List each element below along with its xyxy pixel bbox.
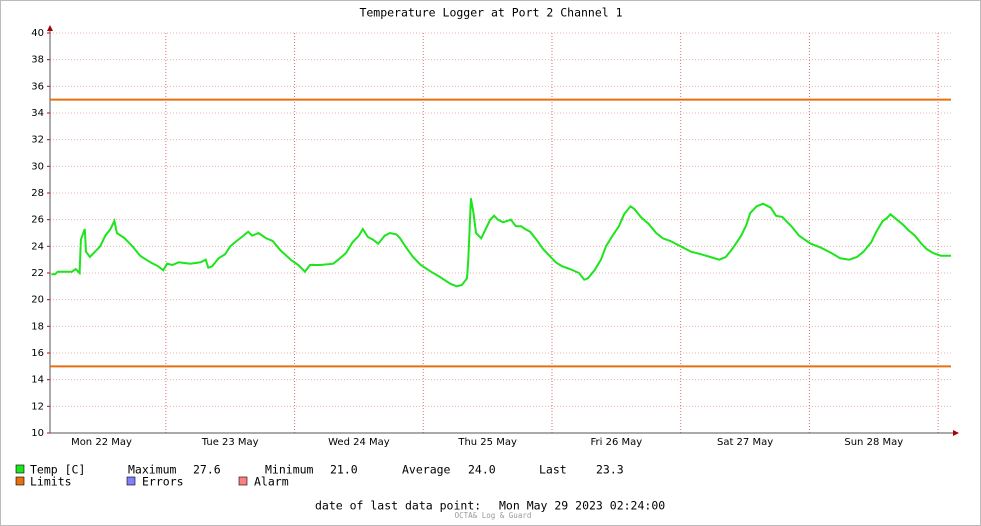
y-tick-label: 24 bbox=[31, 241, 44, 252]
legend-swatch bbox=[126, 476, 136, 486]
stat-name: Maximum bbox=[128, 463, 177, 477]
y-tick-label: 16 bbox=[31, 348, 44, 359]
y-tick-label: 38 bbox=[31, 55, 44, 66]
y-tick-label: 30 bbox=[31, 161, 44, 172]
y-tick-label: 36 bbox=[31, 81, 44, 92]
series-line bbox=[51, 198, 951, 288]
y-tick-label: 10 bbox=[31, 428, 44, 439]
y-tick-label: 20 bbox=[31, 295, 44, 306]
y-tick-label: 28 bbox=[31, 188, 44, 199]
y-tick-label: 14 bbox=[31, 375, 44, 386]
y-tick-label: 34 bbox=[31, 108, 44, 119]
footer-label: date of last data point: bbox=[315, 499, 481, 513]
footer-value: Mon May 29 2023 02:24:00 bbox=[499, 499, 665, 513]
x-tick-label: Tue 23 May bbox=[201, 437, 259, 448]
watermark: OCTA& Log & Guard bbox=[455, 511, 532, 520]
chart-title: Temperature Logger at Port 2 Channel 1 bbox=[359, 6, 622, 20]
legend-swatch bbox=[15, 464, 25, 474]
y-axis-arrow bbox=[47, 25, 53, 31]
x-axis-arrow bbox=[953, 430, 959, 436]
x-tick-label: Wed 24 May bbox=[328, 437, 390, 448]
stat-value: 24.0 bbox=[468, 463, 496, 477]
stat-name: Average bbox=[402, 463, 451, 477]
x-tick-label: Sun 28 May bbox=[844, 437, 903, 448]
stat-value: 21.0 bbox=[330, 463, 358, 477]
y-tick-label: 18 bbox=[31, 321, 44, 332]
stat-value: 27.6 bbox=[193, 463, 221, 477]
y-tick-label: 12 bbox=[31, 401, 44, 412]
x-tick-label: Mon 22 May bbox=[71, 437, 132, 448]
y-tick-label: 26 bbox=[31, 215, 44, 226]
x-tick-label: Fri 26 May bbox=[591, 437, 643, 448]
stat-name: Minimum bbox=[265, 463, 314, 477]
legend-label: Alarm bbox=[254, 475, 289, 489]
legend-label: Temp [C] bbox=[30, 463, 85, 477]
legend-swatch bbox=[238, 476, 248, 486]
legend-label: Errors bbox=[142, 475, 184, 489]
x-tick-label: Sat 27 May bbox=[717, 437, 773, 448]
legend-label: Limits bbox=[30, 475, 72, 489]
y-tick-label: 40 bbox=[31, 28, 44, 39]
x-tick-label: Thu 25 May bbox=[457, 437, 517, 448]
y-tick-label: 32 bbox=[31, 135, 44, 146]
legend-swatch bbox=[15, 476, 25, 486]
stat-value: 23.3 bbox=[596, 463, 624, 477]
y-tick-label: 22 bbox=[31, 268, 44, 279]
stat-name: Last bbox=[539, 463, 567, 477]
